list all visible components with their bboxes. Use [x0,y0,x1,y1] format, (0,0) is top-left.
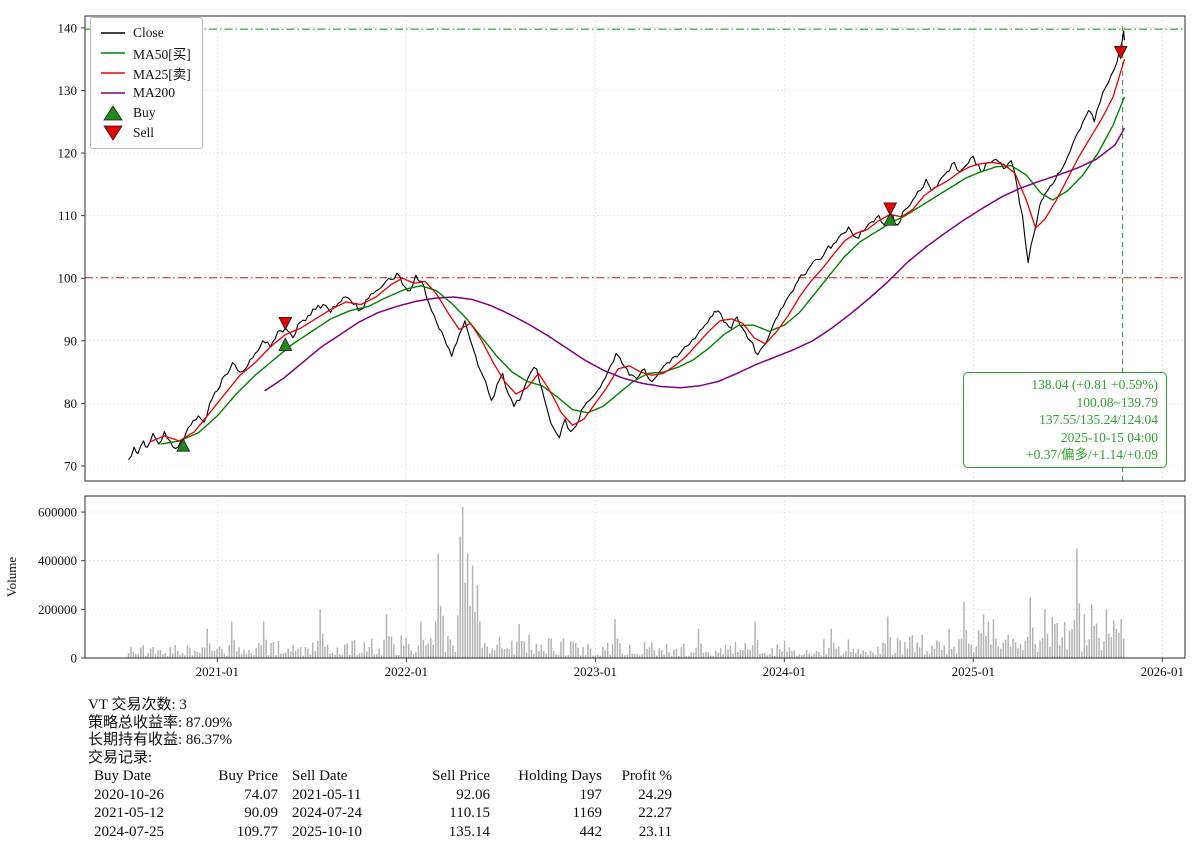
trades-table: Buy Date Buy Price Sell Date Sell Price Hold… [88,768,672,842]
legend-item-ma25: MA25[卖] [100,65,191,82]
trade-record-title: 交易记录: [88,749,153,766]
trades-header-cell: Holding Days [518,768,602,784]
trade-cell: 2020-10-26 [94,786,164,803]
stat-hold-return: 长期持有收益: 86.37% [88,732,233,748]
trades-header-cell: Sell Price [432,768,490,784]
annotation-range-line: 100.08~139.79 [1076,394,1158,410]
trade-cell: 2025-10-10 [292,823,362,840]
svg-text:200000: 200000 [38,602,77,617]
annotation-signal-line: +0.37/偏多/+1.14/+0.09 [1026,447,1158,462]
annotation-datetime-line: 2025-10-15 04:00 [1060,429,1158,445]
trade-cell: 2021-05-12 [94,805,164,821]
svg-text:70: 70 [64,458,77,473]
trades-header-cell: Profit % [621,768,672,784]
svg-text:600000: 600000 [38,505,77,520]
ma50-line-swatch [100,48,126,58]
trade-cell: 110.15 [449,805,490,821]
annotation-price-line: 138.04 (+0.81 +0.59%) [1031,377,1158,392]
trades-header-cell: Sell Date [292,768,348,784]
trade-cell: 23.11 [638,823,672,840]
trades-header-cell: Buy Date [94,768,152,784]
price-volume-chart-canvas: 70 80 90 100 110 120 130 140 0 200000 400000 600000… [4,15,1186,679]
legend-label-ma25: MA25[卖] [133,67,191,82]
annotation-ma-line: 137.55/135.24/124.04 [1039,412,1158,427]
trade-cell: 197 [579,786,603,803]
ma25-line-swatch [100,68,126,78]
ma200-line-swatch [100,88,126,98]
svg-text:140: 140 [58,20,78,35]
trade-cell: 90.09 [244,805,278,821]
svg-text:90: 90 [64,333,77,348]
svg-text:2025-01: 2025-01 [952,664,995,679]
legend-label-close: Close [133,25,164,40]
trade-cell: 24.29 [638,786,672,803]
svg-text:400000: 400000 [38,553,77,568]
svg-text:2022-01: 2022-01 [385,664,428,679]
legend-item-sell: Sell [100,125,191,141]
price-annotation-box: 138.04 (+0.81 +0.59%) 100.08~139.79 137.… [963,372,1167,468]
legend-label-ma200: MA200 [133,85,176,100]
trade-cell: 1169 [572,805,602,821]
stat-trade-count: VT 交易次数: 3 [88,697,187,713]
svg-text:100: 100 [58,271,78,286]
legend-item-ma50: MA50[买] [100,45,191,62]
svg-text:130: 130 [58,83,78,98]
svg-text:2021-01: 2021-01 [196,664,239,679]
trade-cell: 2021-05-11 [292,786,362,803]
volume-axis-label: Volume [4,557,19,597]
trade-cell: 74.07 [244,786,278,803]
svg-text:120: 120 [58,146,78,161]
trade-row: 2021-05-12 90.09 2024-07-24 110.15 1169 22.27 [88,805,672,824]
trade-cell: 109.77 [236,823,278,840]
trades-header-row: Buy Date Buy Price Sell Date Sell Price Hold… [88,768,672,787]
legend-label-ma50: MA50[买] [133,47,191,62]
trade-row: 2020-10-26 74.07 2021-05-11 92.06 197 24.29 [88,787,672,806]
svg-text:2023-01: 2023-01 [574,664,617,679]
trade-cell: 442 [579,823,603,840]
legend-item-ma200: MA200 [100,85,191,101]
svg-text:110: 110 [58,208,77,223]
buy-marker-icon [100,105,126,121]
chart-legend: Close MA50[买] MA25[卖] MA200 Buy Sell [90,17,203,149]
strategy-stats: VT 交易次数: 3 策略总收益率: 87.09% 长期持有收益: 86.37%… [88,697,672,842]
close-line-swatch [100,28,126,38]
stat-strategy-return: 策略总收益率: 87.09% [88,714,233,731]
legend-label-buy: Buy [133,105,156,120]
svg-text:80: 80 [64,396,77,411]
trade-cell: 22.27 [638,805,672,821]
trade-cell: 92.06 [456,786,490,803]
sell-marker-icon [100,125,126,141]
trade-cell: 2024-07-24 [292,805,362,821]
svg-text:0: 0 [71,651,78,666]
legend-item-close: Close [100,25,191,41]
legend-item-buy: Buy [100,105,191,121]
svg-text:2024-01: 2024-01 [763,664,806,679]
legend-label-sell: Sell [133,125,155,140]
trade-cell: 135.14 [448,823,490,840]
trades-header-cell: Buy Price [218,768,278,784]
trade-row: 2024-07-25 109.77 2025-10-10 135.14 442 23.11 [88,824,672,843]
svg-text:2026-01: 2026-01 [1141,664,1184,679]
trade-cell: 2024-07-25 [94,823,164,840]
